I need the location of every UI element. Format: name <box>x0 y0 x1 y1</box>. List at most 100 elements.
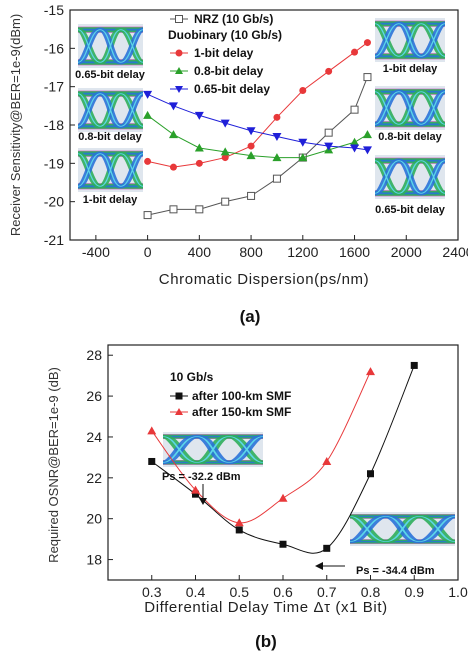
ticks-a: -400 0 400 800 1200 1600 2000 2400 -21 -20 -19 -18 -… <box>44 2 468 260</box>
data-point-0 <box>235 526 243 534</box>
data-point-1 <box>363 39 371 47</box>
data-point-1 <box>366 367 375 376</box>
data-point-1 <box>273 113 281 121</box>
x-tick-label: 0.8 <box>361 584 381 600</box>
legend-08bit: 0.8-bit delay <box>194 64 264 78</box>
x-axis-label-b: Differential Delay Time Δτ (x1 Bit) <box>144 599 387 616</box>
data-point-0 <box>148 457 156 465</box>
panel-b: 0.3 0.4 0.5 0.6 0.7 0.8 0.9 1.0 18 20 22 24 26 28 10 … <box>46 344 468 651</box>
x-tick-label: 400 <box>188 244 212 260</box>
x-tick-label: 1600 <box>339 244 370 260</box>
panel-label-b: (b) <box>255 632 277 651</box>
annotation-ps-2: Ps = -34.4 dBm <box>356 565 435 577</box>
y-axis-label-a: Receiver Sensitivity@BER=1e-9(dBm) <box>8 14 23 236</box>
data-point-3 <box>246 127 256 136</box>
eye-diagrams-a: 0.65-bit delay 0.8-bit delay 1-bit delay… <box>75 18 446 216</box>
data-point-0 <box>363 73 372 82</box>
legend-marker-1bit <box>175 49 183 57</box>
data-point-3 <box>362 146 372 155</box>
x-tick-label: 2400 <box>442 244 468 260</box>
data-point-1 <box>147 426 157 435</box>
data-point-3 <box>350 144 360 153</box>
data-point-0 <box>324 128 333 137</box>
eye-label-left-3: 1-bit delay <box>83 194 138 206</box>
legend-100km: after 100-km SMF <box>192 389 291 403</box>
data-point-0 <box>143 211 152 220</box>
data-point-2 <box>220 147 230 156</box>
data-point-0 <box>350 105 359 114</box>
series-line-0 <box>147 76 368 216</box>
data-point-2 <box>194 143 204 152</box>
legend-1bit: 1-bit delay <box>194 46 254 60</box>
data-point-0 <box>279 540 287 548</box>
data-point-1 <box>234 518 244 527</box>
series-line-1 <box>147 42 368 168</box>
x-tick-label: 0.5 <box>230 584 250 600</box>
y-tick-label: -19 <box>44 155 64 171</box>
ticks-b: 0.3 0.4 0.5 0.6 0.7 0.8 0.9 1.0 18 20 22 24 26 28 <box>86 347 468 600</box>
data-point-0 <box>169 205 178 214</box>
eye-label-right-2: 0.8-bit delay <box>378 131 442 143</box>
data-point-2 <box>362 130 372 139</box>
data-point-3 <box>143 90 153 99</box>
x-tick-label: -400 <box>82 244 110 260</box>
series-line-3 <box>147 93 368 151</box>
legend-a: NRZ (10 Gb/s) Duobinary (10 Gb/s) 1-bit … <box>168 12 282 96</box>
legend-title-duobinary: Duobinary (10 Gb/s) <box>168 28 282 42</box>
data-point-1 <box>299 87 307 94</box>
eye-diagram-right-3 <box>375 155 445 199</box>
data-point-1 <box>144 157 152 165</box>
x-tick-label: 0 <box>144 244 152 260</box>
panel-label-a: (a) <box>240 307 261 326</box>
data-point-0 <box>247 191 256 200</box>
data-point-3 <box>194 111 204 120</box>
y-tick-label: 24 <box>86 429 102 445</box>
y-tick-label: -20 <box>44 194 64 210</box>
series-line-1 <box>151 371 371 524</box>
eye-diagram-right-2 <box>375 86 445 130</box>
x-tick-label: 1.0 <box>448 584 468 600</box>
legend-065bit: 0.65-bit delay <box>194 82 270 96</box>
data-point-1 <box>195 159 203 167</box>
data-point-1 <box>169 163 177 171</box>
series-line-2 <box>147 115 368 159</box>
legend-150km: after 150-km SMF <box>192 405 291 419</box>
eye-label-right-3: 0.65-bit delay <box>375 204 446 216</box>
data-point-1 <box>191 485 200 494</box>
y-tick-label: 22 <box>86 470 102 486</box>
data-point-1 <box>221 154 229 162</box>
legend-marker-nrz <box>175 15 183 23</box>
y-tick-label: 20 <box>86 511 102 527</box>
x-tick-label: 1200 <box>287 244 318 260</box>
x-tick-label: 0.7 <box>317 584 337 600</box>
x-axis-label-a: Chromatic Dispersion(ps/nm) <box>159 271 369 288</box>
x-tick-label: 0.9 <box>405 584 425 600</box>
legend-nrz: NRZ (10 Gb/s) <box>194 12 273 26</box>
x-tick-label: 800 <box>239 244 263 260</box>
y-tick-label: -15 <box>44 2 64 18</box>
series-b <box>147 361 418 554</box>
eye-diagram-right-1 <box>375 18 445 62</box>
eye-diagram-b-1 <box>163 432 263 467</box>
data-point-2 <box>168 130 178 139</box>
eye-label-right-1: 1-bit delay <box>383 63 438 75</box>
data-point-2 <box>350 137 360 146</box>
eye-diagram-left-1 <box>78 24 143 68</box>
eye-diagram-left-2 <box>78 88 143 132</box>
data-point-1 <box>325 67 333 75</box>
x-tick-label: 0.3 <box>142 584 162 600</box>
legend-title-10gbs: 10 Gb/s <box>170 370 214 384</box>
legend-marker-100km <box>175 392 183 400</box>
legend-b: 10 Gb/s after 100-km SMF after 150-km SM… <box>170 370 291 419</box>
y-tick-label: 18 <box>86 552 102 568</box>
data-point-1 <box>322 456 332 465</box>
data-point-3 <box>324 142 334 151</box>
eye-diagram-b-2 <box>350 512 455 546</box>
eye-diagram-left-3 <box>78 148 143 192</box>
annotation-arrowhead-2 <box>315 562 323 570</box>
data-point-2 <box>298 153 308 162</box>
data-point-1 <box>247 142 255 150</box>
y-tick-label: 26 <box>86 388 102 404</box>
y-axis-label-b: Required OSNR@BER=1e-9 (dB) <box>46 367 61 563</box>
